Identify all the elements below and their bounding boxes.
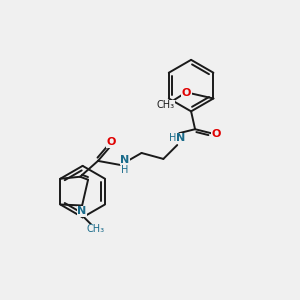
Text: N: N [77,206,87,216]
Text: H: H [121,165,128,175]
Text: CH₃: CH₃ [87,224,105,234]
Text: N: N [120,155,129,165]
Text: O: O [211,129,220,139]
Text: O: O [106,137,116,147]
Text: N: N [176,133,185,143]
Text: O: O [182,88,191,98]
Text: H: H [169,133,176,143]
Text: CH₃: CH₃ [157,100,175,110]
